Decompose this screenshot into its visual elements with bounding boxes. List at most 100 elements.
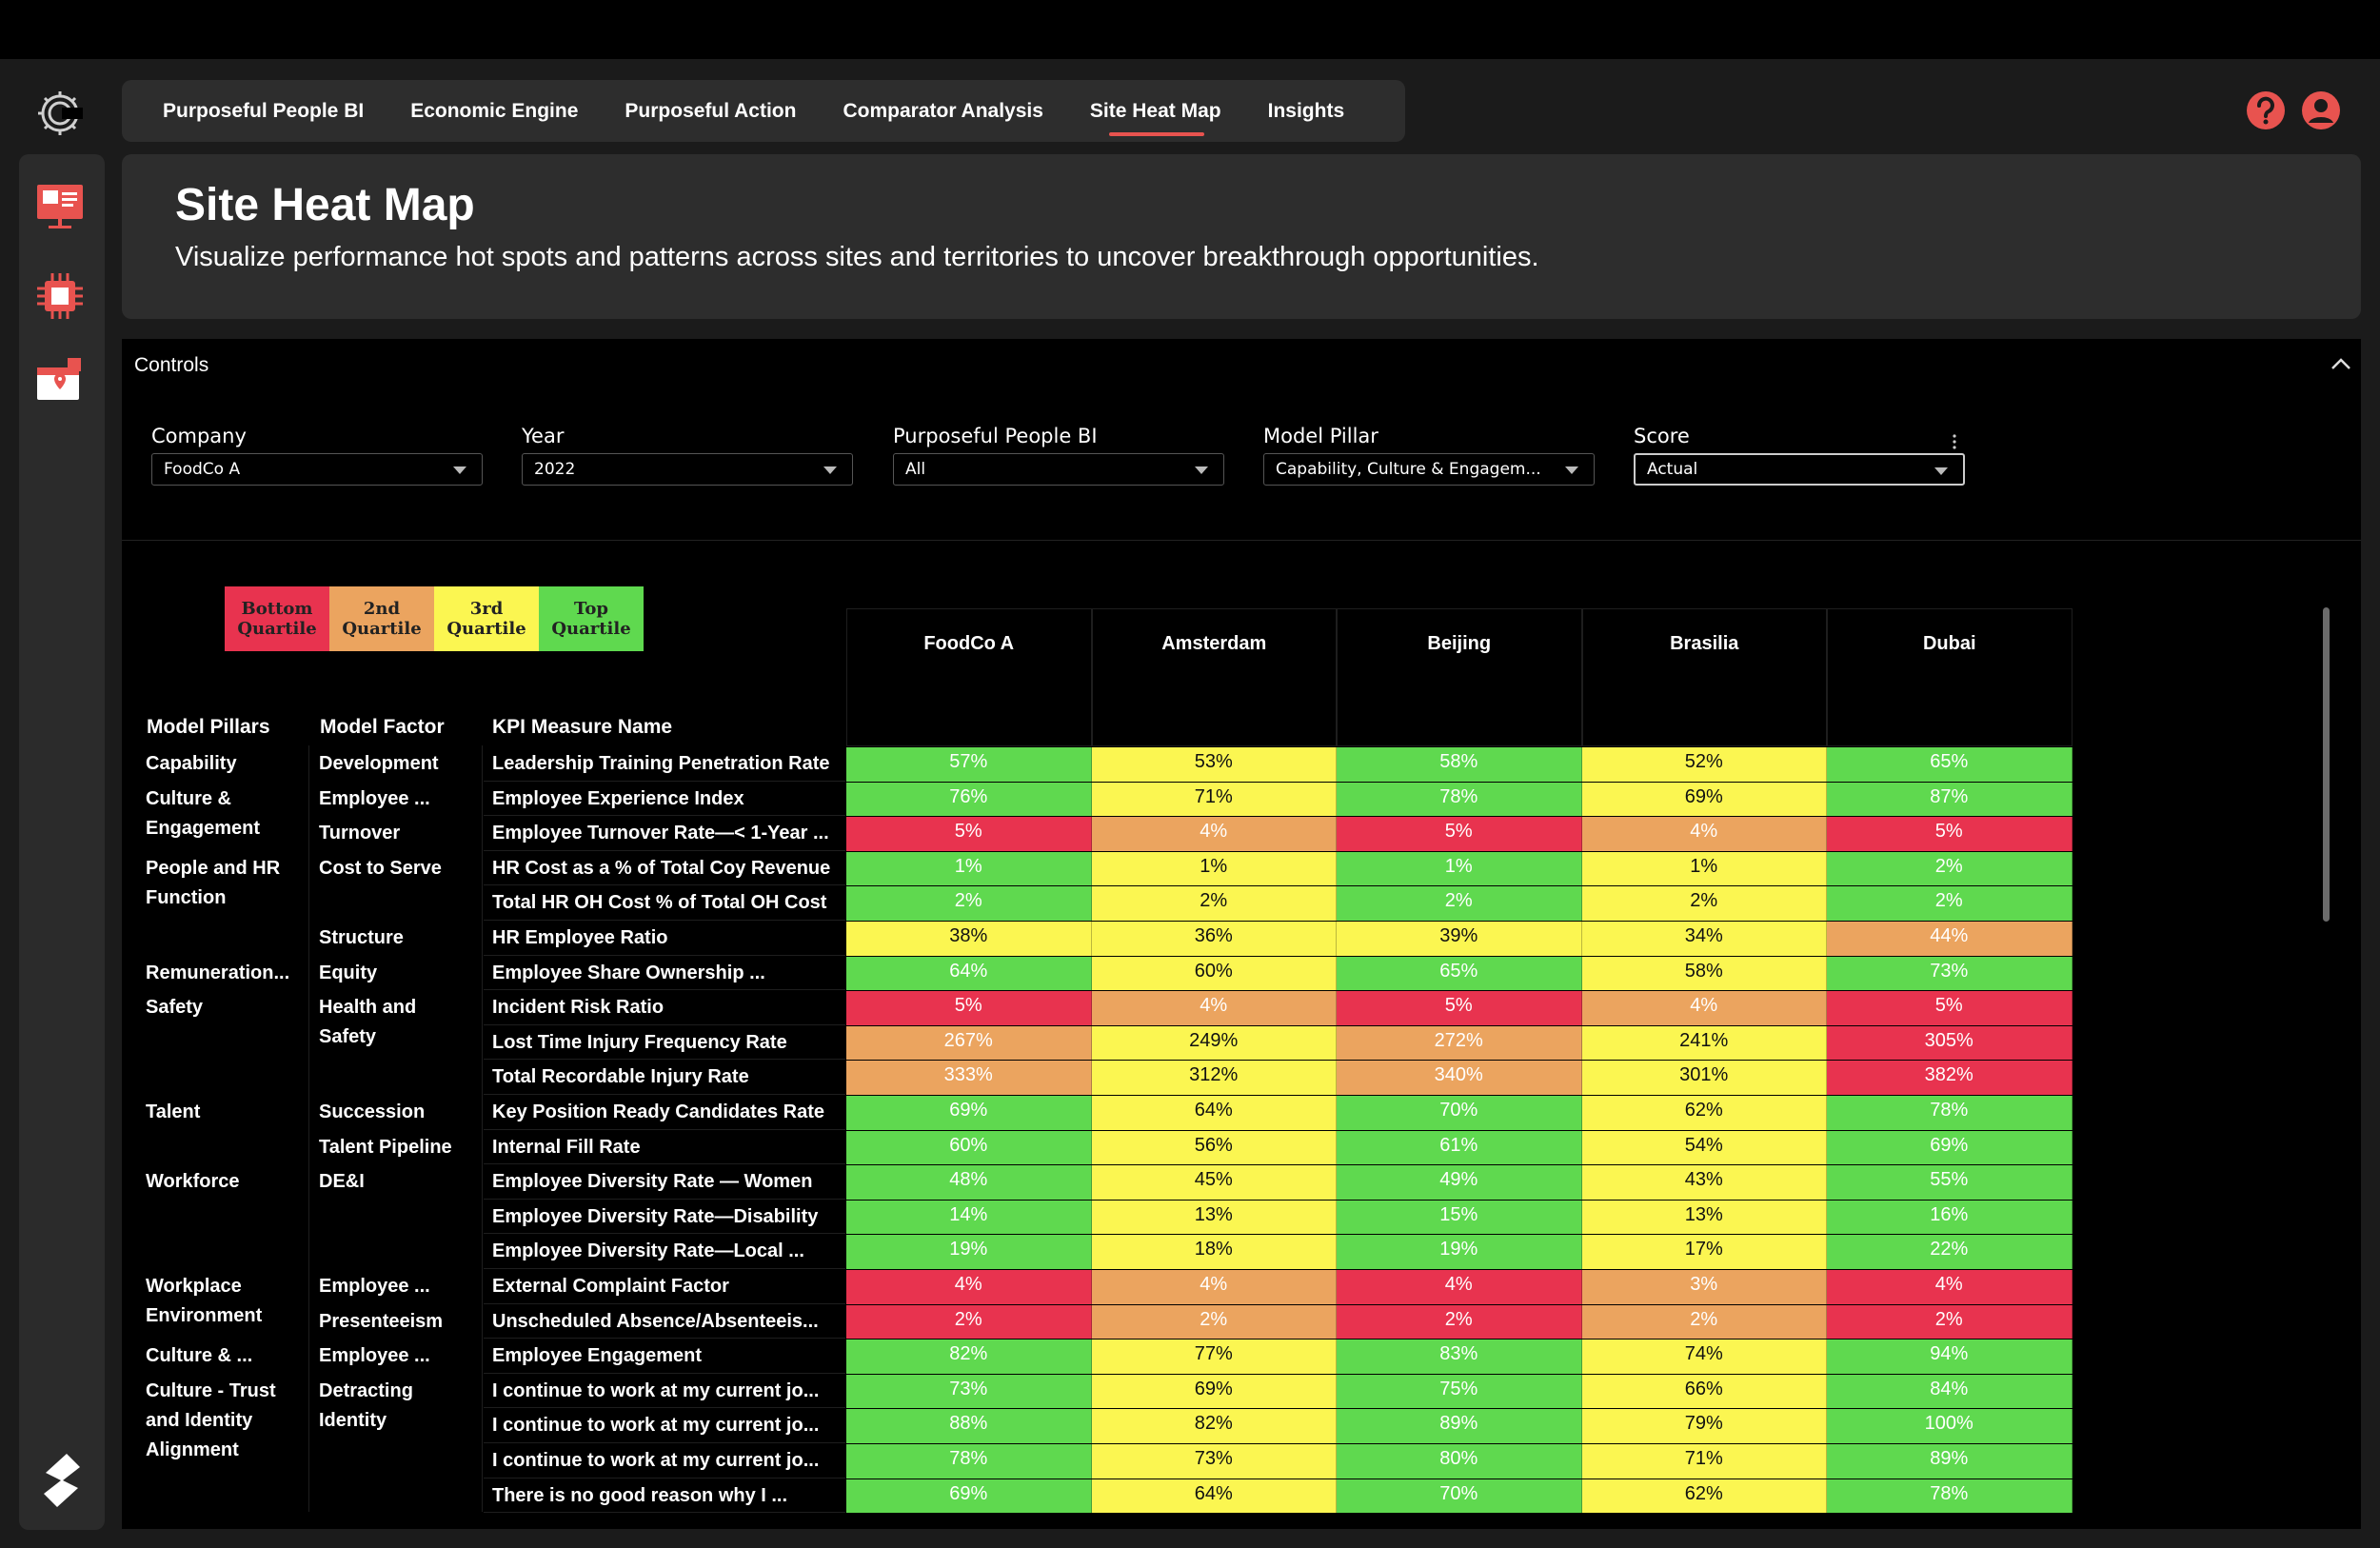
vertical-scrollbar[interactable] bbox=[2323, 607, 2330, 922]
heat-cell[interactable]: 74% bbox=[1581, 1340, 1827, 1374]
heat-cell[interactable]: 73% bbox=[1091, 1444, 1337, 1479]
heat-cell[interactable]: 89% bbox=[1337, 1409, 1582, 1443]
tab-site-heat-map[interactable]: Site Heat Map bbox=[1089, 99, 1221, 136]
controls-title[interactable]: Controls bbox=[134, 354, 209, 376]
heat-cell[interactable]: 55% bbox=[1827, 1165, 2073, 1200]
heat-cell[interactable]: 13% bbox=[1581, 1200, 1827, 1235]
heat-cell[interactable]: 34% bbox=[1581, 922, 1827, 956]
heat-cell[interactable]: 19% bbox=[1337, 1235, 1582, 1269]
heat-cell[interactable]: 4% bbox=[846, 1270, 1092, 1304]
heat-cell[interactable]: 48% bbox=[846, 1165, 1092, 1200]
heat-cell[interactable]: 64% bbox=[1091, 1096, 1337, 1130]
heat-cell[interactable]: 340% bbox=[1337, 1061, 1582, 1095]
heat-cell[interactable]: 36% bbox=[1091, 922, 1337, 956]
heat-cell[interactable]: 14% bbox=[846, 1200, 1092, 1235]
chip-icon[interactable] bbox=[33, 269, 87, 323]
heat-cell[interactable]: 80% bbox=[1337, 1444, 1582, 1479]
heat-cell[interactable]: 62% bbox=[1581, 1479, 1827, 1514]
heat-cell[interactable]: 64% bbox=[1091, 1479, 1337, 1514]
heat-cell[interactable]: 39% bbox=[1337, 922, 1582, 956]
heat-cell[interactable]: 1% bbox=[1091, 851, 1337, 886]
tab-insights[interactable]: Insights bbox=[1267, 99, 1345, 122]
heat-cell[interactable]: 87% bbox=[1827, 782, 2073, 817]
heat-cell[interactable]: 78% bbox=[1827, 1479, 2073, 1514]
tab-purposeful-people-bi[interactable]: Purposeful People BI bbox=[163, 99, 365, 122]
year-select[interactable]: 2022 bbox=[522, 453, 853, 486]
column-header[interactable]: Amsterdam bbox=[1091, 608, 1337, 678]
heat-cell[interactable]: 241% bbox=[1581, 1025, 1827, 1061]
tab-purposeful-action[interactable]: Purposeful Action bbox=[625, 99, 797, 122]
heat-cell[interactable]: 2% bbox=[1091, 886, 1337, 921]
heat-cell[interactable]: 17% bbox=[1581, 1235, 1827, 1269]
heat-cell[interactable]: 77% bbox=[1091, 1340, 1337, 1374]
heat-cell[interactable]: 100% bbox=[1827, 1409, 2073, 1443]
heat-cell[interactable]: 94% bbox=[1827, 1340, 2073, 1374]
heat-cell[interactable]: 70% bbox=[1337, 1479, 1582, 1514]
heat-cell[interactable]: 249% bbox=[1091, 1025, 1337, 1061]
location-calendar-icon[interactable] bbox=[33, 354, 87, 407]
heat-cell[interactable]: 382% bbox=[1827, 1061, 2073, 1095]
heat-cell[interactable]: 69% bbox=[1091, 1374, 1337, 1409]
heat-cell[interactable]: 79% bbox=[1581, 1409, 1827, 1443]
heat-cell[interactable]: 49% bbox=[1337, 1165, 1582, 1200]
heat-cell[interactable]: 84% bbox=[1827, 1374, 2073, 1409]
heat-cell[interactable]: 2% bbox=[1827, 1304, 2073, 1340]
heat-cell[interactable]: 272% bbox=[1337, 1025, 1582, 1061]
heat-cell[interactable]: 3% bbox=[1581, 1270, 1827, 1304]
heat-cell[interactable]: 1% bbox=[1337, 851, 1582, 886]
heat-cell[interactable]: 60% bbox=[846, 1130, 1092, 1165]
heat-cell[interactable]: 267% bbox=[846, 1025, 1092, 1061]
tab-economic-engine[interactable]: Economic Engine bbox=[410, 99, 579, 122]
heat-cell[interactable]: 2% bbox=[1337, 1304, 1582, 1340]
purposeful-people-bi-select[interactable]: All bbox=[893, 453, 1224, 486]
heat-cell[interactable]: 58% bbox=[1337, 747, 1582, 782]
heat-cell[interactable]: 5% bbox=[846, 817, 1092, 851]
model-pillar-select[interactable]: Capability, Culture & Engagem... bbox=[1263, 453, 1595, 486]
heat-cell[interactable]: 333% bbox=[846, 1061, 1092, 1095]
heat-cell[interactable]: 312% bbox=[1091, 1061, 1337, 1095]
column-header[interactable]: Beijing bbox=[1337, 608, 1582, 678]
heat-cell[interactable]: 69% bbox=[1581, 782, 1827, 817]
app-logo-icon[interactable] bbox=[30, 84, 89, 143]
heat-cell[interactable]: 70% bbox=[1337, 1096, 1582, 1130]
heat-cell[interactable]: 2% bbox=[1827, 886, 2073, 921]
heat-cell[interactable]: 4% bbox=[1827, 1270, 2073, 1304]
heat-cell[interactable]: 76% bbox=[846, 782, 1092, 817]
heat-cell[interactable]: 2% bbox=[1581, 886, 1827, 921]
heat-cell[interactable]: 1% bbox=[846, 851, 1092, 886]
heat-cell[interactable]: 71% bbox=[1091, 782, 1337, 817]
heat-cell[interactable]: 82% bbox=[846, 1340, 1092, 1374]
heat-cell[interactable]: 73% bbox=[1827, 956, 2073, 991]
heat-cell[interactable]: 5% bbox=[1337, 817, 1582, 851]
heat-cell[interactable]: 69% bbox=[846, 1096, 1092, 1130]
heat-cell[interactable]: 57% bbox=[846, 747, 1092, 782]
tab-comparator-analysis[interactable]: Comparator Analysis bbox=[843, 99, 1043, 122]
heat-cell[interactable]: 16% bbox=[1827, 1200, 2073, 1235]
heat-cell[interactable]: 71% bbox=[1581, 1444, 1827, 1479]
heat-cell[interactable]: 45% bbox=[1091, 1165, 1337, 1200]
heat-cell[interactable]: 4% bbox=[1091, 817, 1337, 851]
heat-cell[interactable]: 73% bbox=[846, 1374, 1092, 1409]
heat-cell[interactable]: 69% bbox=[1827, 1130, 2073, 1165]
heat-cell[interactable]: 1% bbox=[1581, 851, 1827, 886]
heat-cell[interactable]: 60% bbox=[1091, 956, 1337, 991]
heat-cell[interactable]: 38% bbox=[846, 922, 1092, 956]
heat-cell[interactable]: 4% bbox=[1091, 1270, 1337, 1304]
heat-cell[interactable]: 2% bbox=[846, 886, 1092, 921]
heat-cell[interactable]: 44% bbox=[1827, 922, 2073, 956]
presentation-icon[interactable] bbox=[33, 179, 87, 232]
heat-cell[interactable]: 2% bbox=[1581, 1304, 1827, 1340]
heat-cell[interactable]: 305% bbox=[1827, 1025, 2073, 1061]
heat-cell[interactable]: 2% bbox=[1337, 886, 1582, 921]
heat-cell[interactable]: 4% bbox=[1581, 991, 1827, 1025]
heat-cell[interactable]: 52% bbox=[1581, 747, 1827, 782]
heat-cell[interactable]: 5% bbox=[1337, 991, 1582, 1025]
heat-cell[interactable]: 78% bbox=[1337, 782, 1582, 817]
heat-cell[interactable]: 75% bbox=[1337, 1374, 1582, 1409]
chevron-up-icon[interactable] bbox=[2329, 352, 2353, 377]
heat-cell[interactable]: 78% bbox=[846, 1444, 1092, 1479]
heat-cell[interactable]: 64% bbox=[846, 956, 1092, 991]
column-header[interactable]: Brasilia bbox=[1581, 608, 1827, 678]
brand-s-icon[interactable] bbox=[38, 1452, 86, 1509]
heat-cell[interactable]: 18% bbox=[1091, 1235, 1337, 1269]
